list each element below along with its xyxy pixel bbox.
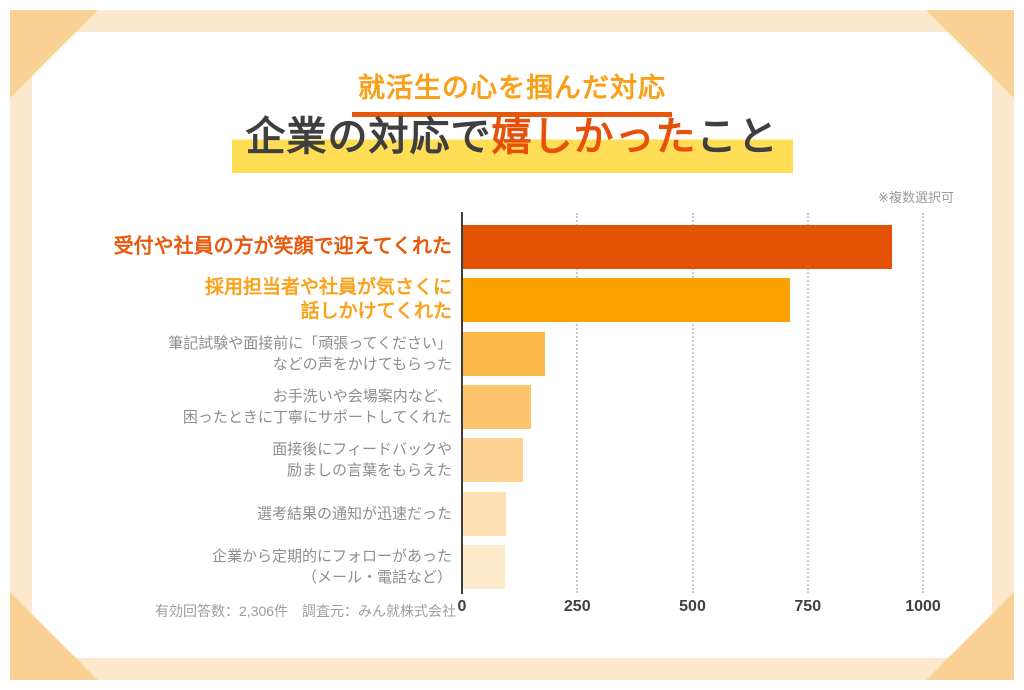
bar-label-line: 選考結果の通知が迅速だった xyxy=(256,505,452,522)
y-axis-line xyxy=(461,212,463,594)
gridline-1000 xyxy=(922,213,924,593)
bar-label: お手洗いや会場案内など、困ったときに丁寧にサポートしてくれた xyxy=(183,386,452,428)
bar-row: 採用担当者や社員が気さくに 話しかけてくれた xyxy=(0,276,1024,324)
bar xyxy=(463,278,791,323)
bar-row: 筆記試験や面接前に「頑張ってください」などの声をかけてもらった xyxy=(0,331,1024,376)
bar-label-line: 話しかけてくれた xyxy=(300,301,452,323)
bar-label: 企業から定期的にフォローがあった （メール・電話など） xyxy=(212,546,452,588)
title-segment-2: 嬉しかった xyxy=(491,115,697,159)
gridline-750 xyxy=(806,213,809,593)
bar-row: 企業から定期的にフォローがあった （メール・電話など） xyxy=(0,544,1024,589)
bar-row: 受付や社員の方が笑顔で迎えてくれた xyxy=(0,225,1024,269)
bar-label-line: 面接後にフィードバックや xyxy=(272,441,452,459)
bar-label-line: 受付や社員の方が笑顔で迎えてくれた xyxy=(113,235,452,258)
bar-label: 面接後にフィードバックや励ましの言葉をもらえた xyxy=(272,439,452,481)
title-wrap: 企業の対応で嬉しかったこと xyxy=(0,112,1024,173)
x-tick-label: 1000 xyxy=(905,598,941,615)
bar-label-line: （メール・電話など） xyxy=(301,568,452,586)
gridline-250 xyxy=(576,213,579,593)
bar-label: 採用担当者や社員が気さくに 話しかけてくれた xyxy=(205,276,452,324)
bar xyxy=(463,331,546,376)
bar-row: 面接後にフィードバックや励ましの言葉をもらえた xyxy=(0,438,1024,483)
bar-label-line: 励ましの言葉をもらえた xyxy=(286,462,452,480)
bar-label: 受付や社員の方が笑顔で迎えてくれた xyxy=(114,235,452,260)
bar xyxy=(463,438,524,483)
x-tick-label: 0 xyxy=(457,598,467,615)
bar-row: 選考結果の通知が迅速だった xyxy=(0,491,1024,536)
bar-label: 筆記試験や面接前に「頑張ってください」などの声をかけてもらった xyxy=(168,333,452,375)
gridline-500 xyxy=(691,213,694,593)
title-segment-1: 企業の対応で xyxy=(245,115,492,159)
bar-label-line: お手洗いや会場案内など、 xyxy=(272,387,452,405)
bar xyxy=(463,225,892,269)
bar-label-line: 企業から定期的にフォローがあった xyxy=(211,547,452,565)
x-tick-label: 250 xyxy=(563,598,591,615)
x-tick-label: 750 xyxy=(794,598,822,615)
page-title: 企業の対応で嬉しかったこと xyxy=(231,112,793,173)
bar-label: 選考結果の通知が迅速だった xyxy=(257,503,452,524)
x-tick-label: 500 xyxy=(679,598,706,615)
bar-label-line: などの声をかけてもらった xyxy=(272,355,452,373)
bar-label-line: 採用担当者や社員が気さくに xyxy=(204,277,452,299)
bar xyxy=(463,544,505,589)
title-segment-3: こと xyxy=(696,115,779,159)
bar xyxy=(463,384,532,429)
multiple-choice-note: ※複数選択可 xyxy=(878,190,954,205)
survey-source-note: 有効回答数：2,306件 調査元：みん就株式会社 xyxy=(155,603,457,619)
bar-label-line: 困ったときに丁寧にサポートしてくれた xyxy=(182,408,452,426)
bar xyxy=(463,491,507,536)
bar-label-line: 筆記試験や面接前に「頑張ってください」 xyxy=(168,334,452,352)
bar-row: お手洗いや会場案内など、困ったときに丁寧にサポートしてくれた xyxy=(0,384,1024,429)
